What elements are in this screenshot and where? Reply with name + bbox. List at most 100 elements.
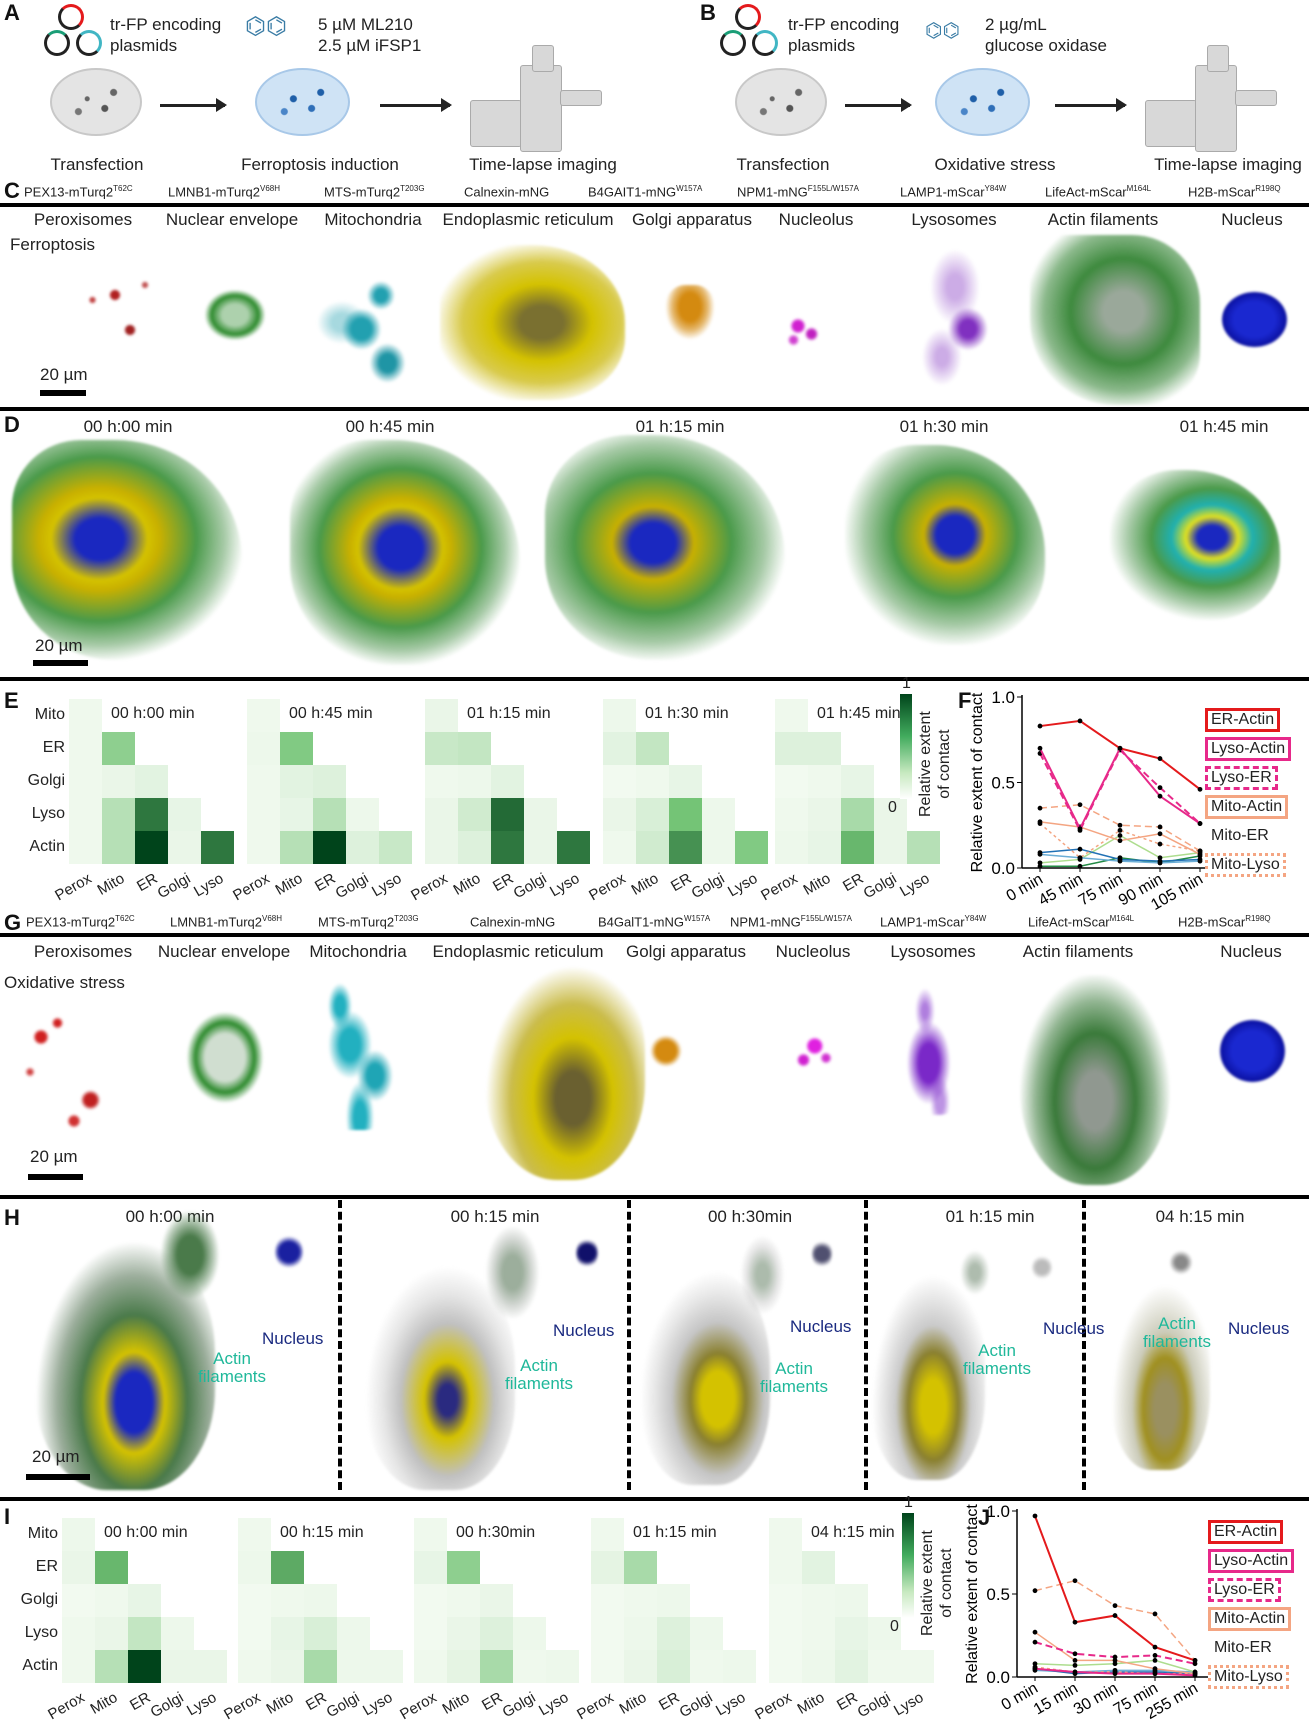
plasmid-icon bbox=[752, 30, 778, 56]
data-point bbox=[1077, 863, 1083, 869]
heatmap-cell bbox=[636, 732, 669, 765]
heatmap-cell bbox=[304, 1617, 337, 1650]
heatmap-cell bbox=[624, 1551, 657, 1584]
data-point bbox=[1037, 860, 1043, 866]
y-tick-label: 0.5 bbox=[986, 1585, 1010, 1604]
heatmap-cell bbox=[280, 831, 313, 864]
heatmap-cell bbox=[128, 1584, 161, 1617]
construct-name: LAMP1-mScar bbox=[880, 914, 965, 930]
heatmap-cell bbox=[458, 798, 491, 831]
heatmap-cell bbox=[458, 765, 491, 798]
data-point bbox=[1117, 822, 1123, 828]
data-point bbox=[1032, 1588, 1038, 1594]
molecule-icon: ⌬⌬ bbox=[925, 20, 960, 42]
heatmap-title: 00 h:00 min bbox=[111, 705, 195, 722]
heatmap-cell bbox=[624, 1617, 657, 1650]
data-point bbox=[1072, 1662, 1078, 1668]
data-point bbox=[1077, 802, 1083, 808]
data-point bbox=[1197, 848, 1203, 854]
legend-f: ER-Actin Lyso-Actin Lyso-ER Mito-Actin Mito-… bbox=[1205, 708, 1295, 882]
heatmap-cell bbox=[95, 1617, 128, 1650]
organelle-label: Nucleus bbox=[1220, 942, 1282, 961]
heatmap-cell bbox=[62, 1617, 95, 1650]
heatmap-cell bbox=[69, 798, 102, 831]
organelle-label: Actin filaments bbox=[1022, 942, 1134, 961]
microscope-icon bbox=[470, 45, 610, 155]
scale-bar-label: 20 µm bbox=[40, 365, 88, 384]
heatmap-cell bbox=[775, 732, 808, 765]
heatmap-cell bbox=[102, 798, 135, 831]
heatmap-cell bbox=[102, 732, 135, 765]
heatmap-cell bbox=[769, 1551, 802, 1584]
heatmap-cell bbox=[491, 798, 524, 831]
step-label: Time-lapse imaging bbox=[1154, 155, 1302, 174]
y-tick-label: 1.0 bbox=[986, 1502, 1010, 1521]
heatmap-cell bbox=[874, 798, 907, 831]
colorbar-label-line: Relative extent bbox=[919, 1530, 936, 1636]
heatmap-title: 01 h:15 min bbox=[633, 1524, 717, 1541]
construct-name: LMNB1-mTurq2 bbox=[170, 914, 262, 930]
construct-variant: V68H bbox=[259, 184, 280, 193]
heatmap-cell bbox=[247, 798, 280, 831]
construct-label: H2B-mScarR198Q bbox=[1178, 914, 1271, 929]
construct-name: PEX13-mTurq2 bbox=[26, 914, 116, 930]
y-axis-label: Relative extent of contact bbox=[969, 692, 986, 872]
heatmap-cell bbox=[425, 699, 458, 732]
heatmap: 00 h:15 min Perox Mito ER Golgi Lyso bbox=[221, 1518, 403, 1723]
organelle-label: Nucleolus bbox=[775, 942, 851, 961]
heatmap-cell bbox=[458, 732, 491, 765]
organelle-label: Mitochondria bbox=[324, 210, 422, 229]
step-label: Oxidative stress bbox=[934, 155, 1056, 174]
construct-label: NPM1-mNGF155L/W157A bbox=[737, 184, 859, 199]
heatmap-cell bbox=[62, 1584, 95, 1617]
heatmap-cell bbox=[491, 831, 524, 864]
construct-variant: T62C bbox=[115, 914, 135, 923]
heatmap-cell bbox=[769, 1617, 802, 1650]
heatmap-title: 01 h:15 min bbox=[467, 705, 551, 722]
heatmap: 00 h:00 min Mito ER Golgi Lyso Actin Perox Mito… bbox=[21, 1518, 227, 1723]
heatmap-title: 01 h:30 min bbox=[645, 705, 729, 722]
frame-divider bbox=[338, 1200, 342, 1490]
panel-label-j: J bbox=[978, 1505, 991, 1530]
heatmap-cell bbox=[313, 798, 346, 831]
cell-image bbox=[1110, 470, 1280, 620]
colorbar-max: 1 bbox=[904, 1494, 913, 1511]
construct-label: Calnexin-mNG bbox=[464, 184, 549, 199]
organelle-label: Nucleus bbox=[1221, 210, 1283, 229]
scale-bar bbox=[33, 660, 88, 666]
petri-dish-icon bbox=[255, 68, 350, 136]
heatmap-cell bbox=[603, 831, 636, 864]
actin-label: Actin filaments bbox=[963, 1341, 1032, 1378]
heatmap: 01 h:15 min Perox Mito ER Golgi Lyso bbox=[408, 699, 590, 904]
nucleus-label: Nucleus bbox=[553, 1321, 615, 1340]
x-tick-label: 15 min bbox=[1031, 1680, 1081, 1719]
data-point bbox=[1157, 855, 1163, 861]
plasmid-icon bbox=[44, 30, 70, 56]
data-point bbox=[1197, 821, 1203, 826]
heatmap-cell bbox=[480, 1584, 513, 1617]
heatmap-title: 00 h:00 min bbox=[104, 1524, 188, 1541]
organelle-label: Nuclear envelope bbox=[165, 210, 299, 229]
heatmap-cell bbox=[603, 732, 636, 765]
legend-label: Mito-Lyso bbox=[1205, 853, 1286, 877]
heatmap-cell bbox=[546, 1650, 579, 1683]
heatmap-cell bbox=[624, 1584, 657, 1617]
construct-label: LMNB1-mTurq2V68H bbox=[168, 184, 280, 199]
lysosome-image bbox=[895, 985, 970, 1115]
heatmap-cell bbox=[808, 765, 841, 798]
nucleus-inset-image bbox=[275, 1235, 303, 1269]
y-tick-label: 0.0 bbox=[991, 859, 1015, 878]
actin-inset-image bbox=[740, 1235, 785, 1315]
construct-variant: W157A bbox=[676, 184, 703, 193]
legend-label: ER-Actin bbox=[1205, 708, 1281, 732]
heatmap-cell bbox=[194, 1650, 227, 1683]
heatmap-cell bbox=[723, 1650, 756, 1683]
heatmap-cell bbox=[769, 1584, 802, 1617]
heatmap-cell bbox=[657, 1617, 690, 1650]
heatmap-cell bbox=[458, 831, 491, 864]
legend-item: Lyso-ER bbox=[1208, 1578, 1298, 1607]
step-label: Time-lapse imaging bbox=[469, 155, 617, 174]
nucleolus-image bbox=[790, 1032, 835, 1072]
legend-item: Mito-Lyso bbox=[1205, 853, 1295, 882]
